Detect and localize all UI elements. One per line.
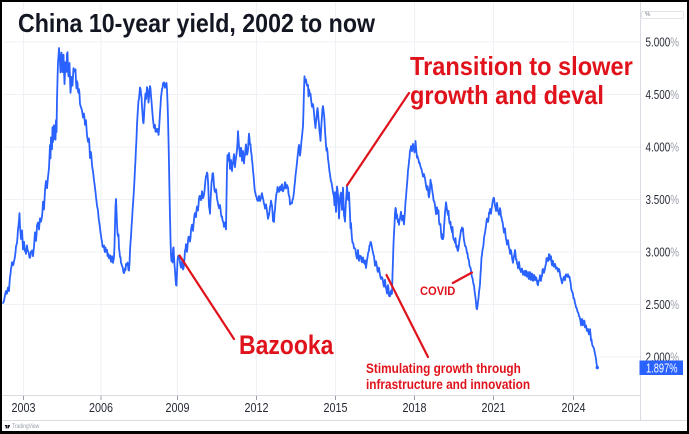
svg-text:2015: 2015 <box>324 400 348 415</box>
svg-text:2021: 2021 <box>482 400 506 415</box>
svg-text:4.000%: 4.000% <box>646 140 680 155</box>
svg-text:2.500%: 2.500% <box>646 297 680 312</box>
svg-text:2012: 2012 <box>245 400 269 415</box>
svg-text:2009: 2009 <box>166 400 190 415</box>
svg-text:2003: 2003 <box>12 400 36 415</box>
svg-text:1.897%: 1.897% <box>646 361 678 376</box>
svg-text:2018: 2018 <box>403 400 427 415</box>
svg-text:5.000%: 5.000% <box>646 35 680 50</box>
svg-text:3.000%: 3.000% <box>646 245 680 260</box>
svg-text:4.500%: 4.500% <box>646 87 680 102</box>
svg-text:3.500%: 3.500% <box>646 192 680 207</box>
svg-text:2024: 2024 <box>562 400 586 415</box>
svg-text:2006: 2006 <box>89 400 113 415</box>
